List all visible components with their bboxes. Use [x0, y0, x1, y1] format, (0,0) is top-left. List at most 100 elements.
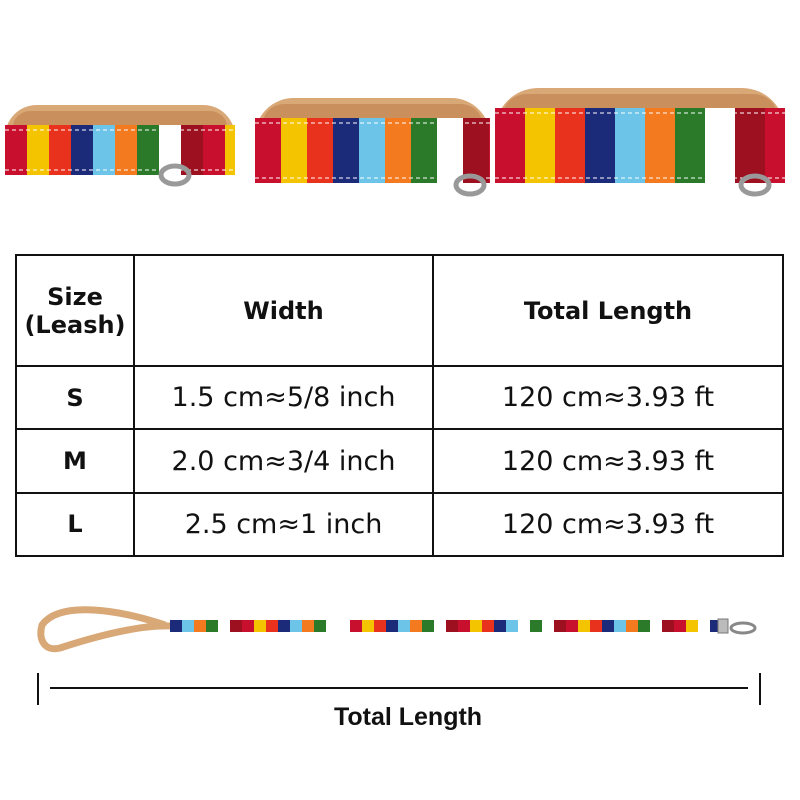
stripe — [705, 108, 735, 183]
snap-clip-icon — [453, 173, 487, 197]
total-length-caption: Total Length — [333, 703, 483, 731]
table-header-row: Size (Leash) Width Total Length — [15, 253, 784, 368]
stripe — [590, 620, 602, 632]
size-table: Size (Leash) Width Total Length S 1.5 cm… — [15, 253, 784, 558]
stripe — [437, 118, 463, 183]
stripe — [542, 620, 554, 632]
stripe — [170, 620, 182, 632]
stripe — [554, 620, 566, 632]
stripe — [686, 620, 698, 632]
stripe — [333, 118, 359, 183]
stripe — [662, 620, 674, 632]
stripe — [181, 125, 203, 175]
stripe — [307, 118, 333, 183]
snap-clip-icon — [158, 163, 192, 187]
leash-product-photos — [5, 88, 785, 197]
stripe — [626, 620, 638, 632]
stripe — [5, 125, 27, 175]
stripe — [159, 125, 181, 175]
stripe — [530, 620, 542, 632]
cell-length: 120 cm≈3.93 ft — [432, 365, 784, 431]
stripe — [27, 125, 49, 175]
stripe — [638, 620, 650, 632]
stripe — [182, 620, 194, 632]
snap-clip-icon — [717, 618, 757, 635]
stripe — [385, 118, 411, 183]
stripe — [602, 620, 614, 632]
stripe — [326, 620, 338, 632]
stripe — [302, 620, 314, 632]
cell-width: 2.5 cm≈1 inch — [133, 491, 434, 558]
stripe — [578, 620, 590, 632]
stripe — [359, 118, 385, 183]
stripe — [350, 620, 362, 632]
leash-straight-strap — [170, 620, 722, 632]
stripe — [422, 620, 434, 632]
stripe — [225, 125, 235, 175]
stripe — [615, 108, 645, 183]
stripe — [398, 620, 410, 632]
cell-width: 2.0 cm≈3/4 inch — [133, 428, 434, 494]
stripe — [278, 620, 290, 632]
stripe — [494, 620, 506, 632]
stripe — [675, 108, 705, 183]
stripe — [650, 620, 662, 632]
cell-size: S — [15, 365, 135, 431]
table-row: L 2.5 cm≈1 inch 120 cm≈3.93 ft — [15, 491, 784, 558]
stripe — [218, 620, 230, 632]
stripe — [137, 125, 159, 175]
stripe — [585, 108, 615, 183]
cell-width: 1.5 cm≈5/8 inch — [133, 365, 434, 431]
cell-size: L — [15, 491, 135, 558]
stripe — [482, 620, 494, 632]
stripe — [446, 620, 458, 632]
cell-size: M — [15, 428, 135, 494]
stripe — [645, 108, 675, 183]
stripe — [735, 108, 765, 183]
stripe — [290, 620, 302, 632]
header-size: Size (Leash) — [15, 253, 135, 368]
stripe — [93, 125, 115, 175]
stripe — [242, 620, 254, 632]
stripe — [254, 620, 266, 632]
stripe — [463, 118, 489, 183]
table-row: S 1.5 cm≈5/8 inch 120 cm≈3.93 ft — [15, 365, 784, 431]
stripe — [765, 108, 785, 183]
cell-length: 120 cm≈3.93 ft — [432, 491, 784, 558]
leash-coil-large — [495, 88, 785, 183]
stripe — [266, 620, 278, 632]
stripe — [374, 620, 386, 632]
stripe — [470, 620, 482, 632]
stripe — [555, 108, 585, 183]
stripe — [411, 118, 437, 183]
stripe — [566, 620, 578, 632]
stripe — [506, 620, 518, 632]
stripe — [614, 620, 626, 632]
cell-length: 120 cm≈3.93 ft — [432, 428, 784, 494]
stripe — [115, 125, 137, 175]
snap-clip-icon — [738, 173, 772, 197]
stripe — [525, 108, 555, 183]
stripe — [281, 118, 307, 183]
header-total-length: Total Length — [432, 253, 784, 368]
stripe — [206, 620, 218, 632]
stripe — [71, 125, 93, 175]
stripe — [194, 620, 206, 632]
stripe — [203, 125, 225, 175]
leash-coil-small — [5, 105, 235, 175]
stripe — [674, 620, 686, 632]
stripe — [410, 620, 422, 632]
stripe — [495, 108, 525, 183]
header-width: Width — [133, 253, 434, 368]
stripe — [434, 620, 446, 632]
stripe — [489, 118, 490, 183]
stripe — [255, 118, 281, 183]
leash-length-diagram — [37, 606, 761, 705]
stripe — [230, 620, 242, 632]
leash-handle-loop — [37, 606, 171, 653]
stripe — [49, 125, 71, 175]
stripe — [362, 620, 374, 632]
leash-coil-medium — [255, 98, 490, 183]
stripe — [386, 620, 398, 632]
table-row: M 2.0 cm≈3/4 inch 120 cm≈3.93 ft — [15, 428, 784, 494]
